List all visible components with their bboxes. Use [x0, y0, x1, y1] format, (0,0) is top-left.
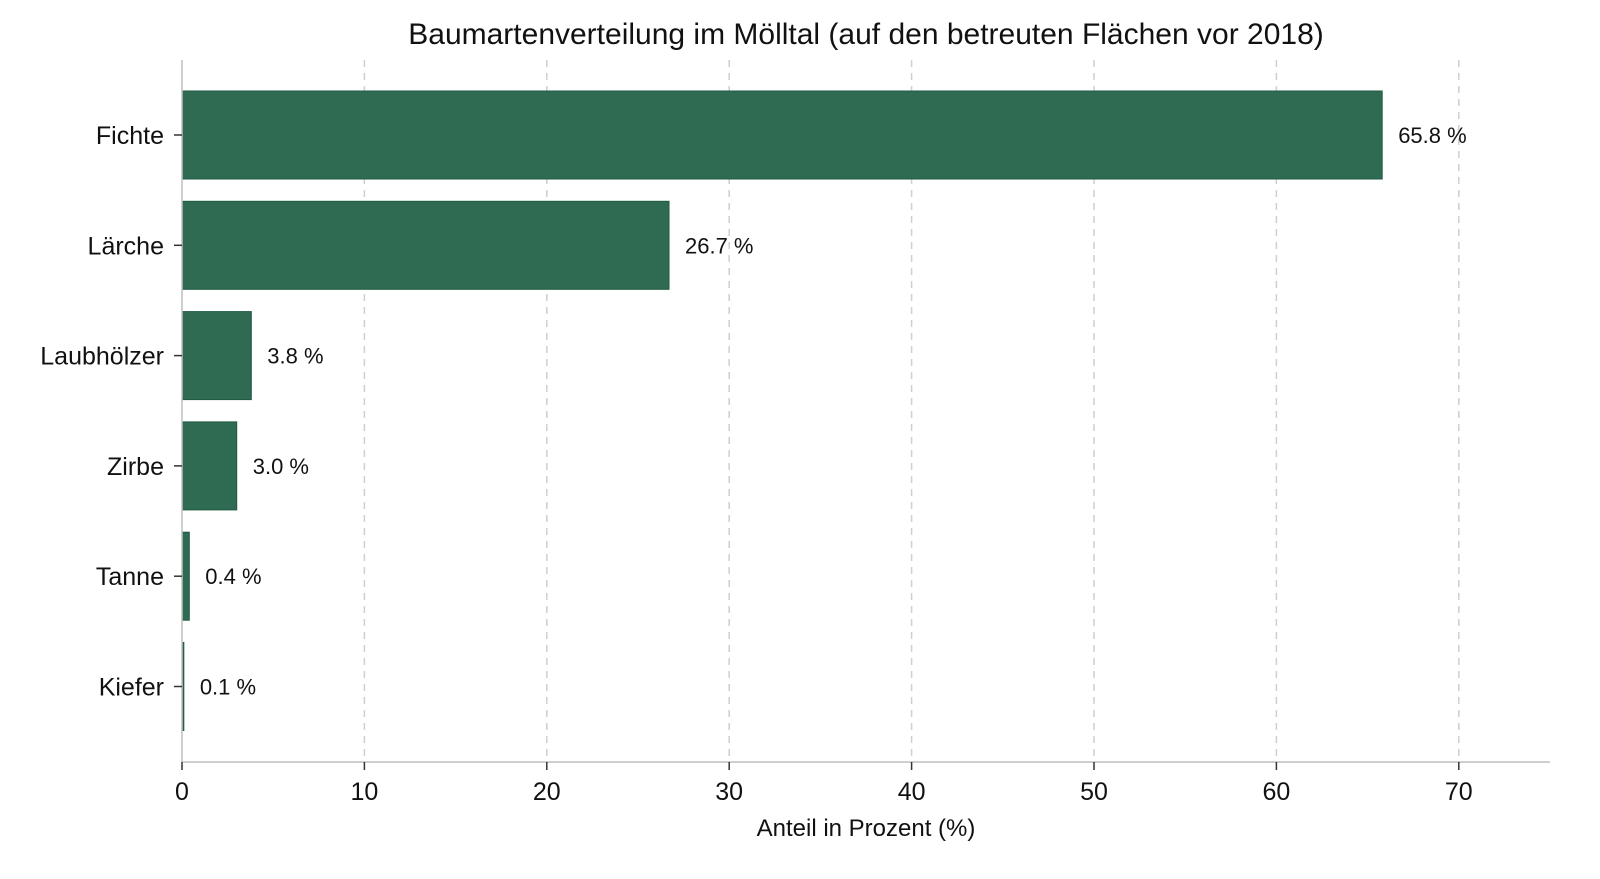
bar	[181, 311, 252, 401]
data-label: 0.1 %	[200, 675, 256, 700]
x-tick-label: 20	[533, 778, 561, 806]
y-tick-label: Lärche	[88, 232, 164, 260]
bars	[181, 90, 1383, 731]
data-label: 26.7 %	[685, 233, 754, 258]
data-label: 0.4 %	[205, 564, 261, 589]
chart-title: Baumartenverteilung im Mölltal (auf den …	[408, 18, 1324, 51]
x-tick-label: 40	[898, 778, 926, 806]
data-label: 65.8 %	[1398, 123, 1467, 148]
bar	[181, 421, 238, 511]
x-tick-label: 50	[1080, 778, 1108, 806]
y-tick-label: Tanne	[96, 563, 164, 591]
x-tick-label: 0	[175, 778, 189, 806]
data-label: 3.8 %	[267, 344, 323, 369]
y-tick-label: Fichte	[96, 122, 164, 150]
x-tick-label: 30	[715, 778, 743, 806]
x-tick-label: 10	[350, 778, 378, 806]
data-label: 3.0 %	[253, 454, 309, 479]
bar	[181, 90, 1383, 180]
y-tick-label: Laubhölzer	[40, 343, 164, 371]
bar	[181, 531, 190, 621]
bar	[181, 200, 670, 290]
y-axis: Fichte Lärche Laubhölzer Zirbe Tanne Kiefer	[40, 60, 183, 762]
x-axis-label: Anteil in Prozent (%)	[757, 815, 976, 842]
data-labels: 65.8 % 26.7 % 3.8 % 3.0 % 0.4 % 0.1 %	[200, 123, 1467, 700]
y-tick-label: Kiefer	[99, 674, 164, 702]
x-tick-label: 70	[1445, 778, 1473, 806]
x-axis: 0 10 20 30 40 50 60 70	[175, 761, 1550, 806]
x-tick-label: 60	[1262, 778, 1290, 806]
y-tick-label: Zirbe	[107, 453, 164, 481]
